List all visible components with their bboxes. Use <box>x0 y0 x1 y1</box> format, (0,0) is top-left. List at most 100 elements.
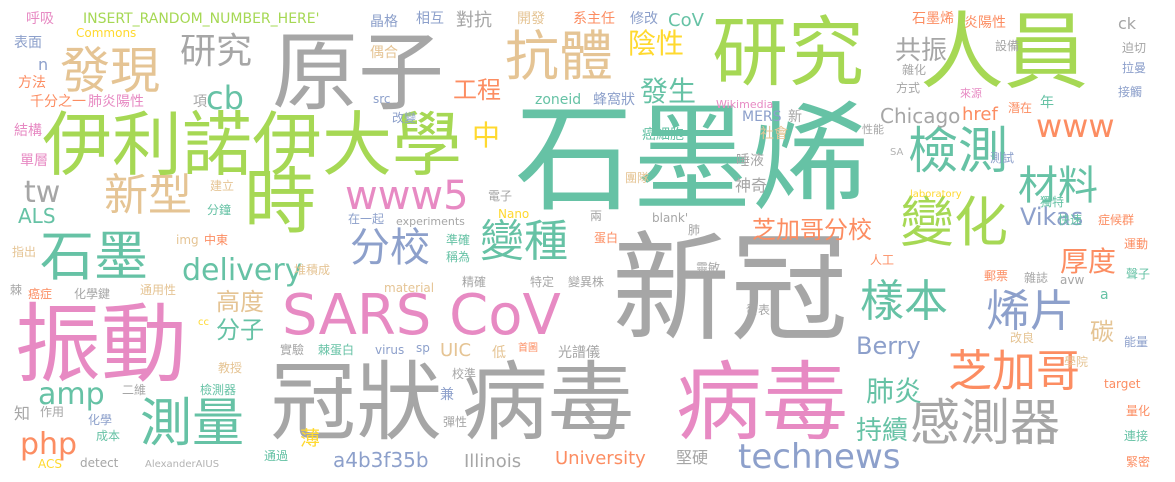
word-material-en: material <box>384 281 435 295</box>
word-wikimedia: Wikimedia <box>716 98 774 111</box>
word-acs: ACS <box>38 457 62 471</box>
word-new: 新 <box>788 109 802 125</box>
word-graphene-sheet: 烯片 <box>986 286 1074 337</box>
word-change: 變化 <box>900 191 1008 254</box>
word-called: 稱為 <box>446 250 471 264</box>
word-fast: 快速 <box>1058 213 1083 227</box>
word-magazine: 雜誌 <box>1024 271 1049 285</box>
word-illinois: Illinois <box>464 451 522 472</box>
word-team: 團隊 <box>625 171 650 185</box>
word-method: 方法 <box>18 75 46 91</box>
word-lung: 肺 <box>688 223 701 237</box>
word-discover: 發現 <box>60 42 160 100</box>
word-research-small: 研究 <box>180 31 253 72</box>
word-chicago: 芝加哥 <box>948 346 1080 397</box>
word-phonon: 聲子 <box>1126 267 1151 281</box>
word-concurrent: 兼 <box>440 387 454 403</box>
word-covid: 新冠 <box>612 220 849 358</box>
word-connect: 連接 <box>1124 429 1149 443</box>
word-breath: 呼吸 <box>26 11 54 27</box>
word-item: 項 <box>193 94 207 110</box>
word-target: target <box>1104 377 1141 391</box>
word-antibody: 抗體 <box>505 25 613 88</box>
word-surface: 表面 <box>14 35 42 51</box>
word-experiments: experiments <box>396 215 465 228</box>
word-n: n <box>38 55 49 74</box>
word-amp: amp <box>38 377 105 412</box>
word-pneumonia-positive: 肺炎陽性 <box>88 94 144 110</box>
word-mers: MERS <box>742 109 782 125</box>
word-php: php <box>20 427 78 462</box>
word-specific: 特定 <box>530 275 555 289</box>
word-versatility: 通用性 <box>140 283 177 297</box>
word-cc: cc <box>198 317 209 328</box>
word-avw: avw <box>1060 273 1085 287</box>
word-www5: www5 <box>345 173 469 219</box>
word-honeycomb: 蜂窩狀 <box>593 92 635 108</box>
word-negative: 陰性 <box>628 27 685 60</box>
word-graphite: 石墨 <box>40 225 148 288</box>
word-sample: 樣本 <box>860 276 948 327</box>
word-chemistry: 化學 <box>88 413 113 427</box>
word-potential: 潛在 <box>1008 101 1033 115</box>
word-source: 來源 <box>960 87 982 100</box>
word-stamp: 郵票 <box>984 269 1009 283</box>
word-counter: 對抗 <box>456 10 492 31</box>
word-effect: 作用 <box>40 405 65 419</box>
word-occur: 發生 <box>640 75 697 108</box>
word-graphene-small: 石墨烯 <box>912 11 954 27</box>
word-two: 兩 <box>590 209 603 223</box>
word-accurate: 準確 <box>446 233 471 247</box>
word-delivery: delivery <box>182 253 303 288</box>
word-graphene: 石墨烯 <box>515 90 870 228</box>
word-raman: 拉曼 <box>1122 61 1147 75</box>
word-professor: 教授 <box>218 361 243 375</box>
word-performance: 性能 <box>862 123 884 136</box>
word-spectrometer: 光譜儀 <box>558 345 600 361</box>
word-year: 年 <box>1040 95 1054 111</box>
word-variant: 變種 <box>480 216 568 267</box>
word-virus-grey: 病毒 <box>462 353 634 453</box>
word-pass-through: 通過 <box>264 449 289 463</box>
word-pneumonia: 肺炎 <box>866 375 923 408</box>
word-a: a <box>1100 287 1109 303</box>
word-together: 在一起 <box>348 212 385 226</box>
word-chicago-branch: 芝加哥分校 <box>752 216 872 244</box>
word-contact: 接觸 <box>1118 85 1143 99</box>
word-coupling: 偶合 <box>370 45 398 61</box>
word-vibration: 振動 <box>15 295 187 395</box>
word-middle-east: 中東 <box>204 233 229 247</box>
word-equipment: 設備 <box>995 39 1020 53</box>
word-a4b3f35b: a4b3f35b <box>333 448 429 472</box>
word-spine: 棘 <box>10 283 23 297</box>
word-molecule: 分子 <box>216 316 264 344</box>
word-continue: 持續 <box>856 416 909 446</box>
word-magic: 神奇 <box>735 176 768 195</box>
word-atom: 原子 <box>272 23 444 123</box>
word-rigid: 堅硬 <box>676 448 709 467</box>
word-dept-head: 系主任 <box>573 11 615 27</box>
word-know: 知 <box>14 404 31 423</box>
word-syndrome: 症候群 <box>1098 213 1135 227</box>
word-insert-random: INSERT_RANDOM_NUMBER_HERE' <box>83 11 320 27</box>
word-publish: 發表 <box>746 303 771 317</box>
word-college: 學院 <box>1064 355 1089 369</box>
word-cb: cb <box>206 79 244 117</box>
word-modify: 修改 <box>630 11 658 27</box>
word-vikas: Vikas <box>1020 203 1084 231</box>
word-blank: blank' <box>652 211 689 225</box>
word-chicago-en: Chicago <box>880 104 961 128</box>
word-tight: 緊密 <box>1126 455 1151 469</box>
word-variant-strain: 變異株 <box>568 275 605 289</box>
word-tw: tw <box>24 175 61 210</box>
word-laboratory: laboratory <box>910 189 962 200</box>
word-virus-en: virus <box>375 343 405 357</box>
word-establish: 建立 <box>210 179 235 193</box>
word-sensor: 感測器 <box>910 394 1060 452</box>
word-unique: 獨特 <box>1040 195 1065 209</box>
word-detector: 檢測器 <box>200 383 237 397</box>
word-ck: ck <box>1118 14 1137 33</box>
word-manner: 方式 <box>896 81 921 95</box>
word-stacked: 堆積成 <box>294 263 331 277</box>
word-research-big: 研究 <box>712 8 864 97</box>
